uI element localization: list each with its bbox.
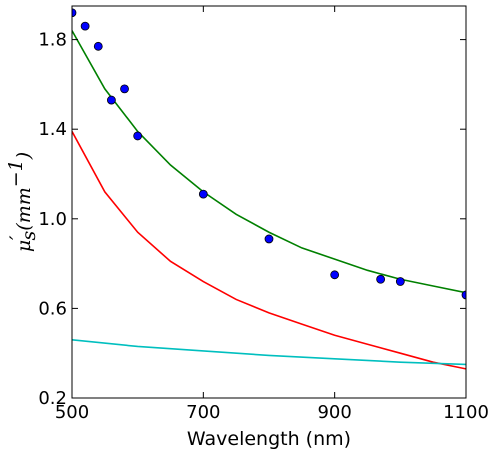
y-tick-label: 0.6	[38, 298, 67, 319]
x-tick-label: 900	[317, 402, 351, 423]
data-point	[93, 41, 103, 51]
y-tick-label: 1.4	[38, 119, 67, 140]
plot-frame	[71, 5, 467, 399]
y-axis-label: μ′s(mm−1)	[5, 152, 40, 252]
points-layer	[72, 8, 466, 300]
y-label-mu: μ	[13, 240, 35, 252]
curves-layer	[72, 30, 466, 370]
data-point	[120, 84, 129, 94]
y-label-prime: ′	[6, 235, 28, 240]
y-label-sup: −1	[5, 159, 27, 187]
data-point	[395, 277, 405, 286]
data-point	[107, 95, 116, 105]
data-point	[133, 131, 143, 141]
y-tick-label: 0.2	[38, 388, 67, 409]
data-point	[80, 21, 90, 31]
x-tick-label: 1100	[443, 402, 489, 423]
y-tick-label: 1.0	[38, 209, 67, 230]
series-2-line	[72, 131, 466, 370]
y-label-rest: (mm	[13, 187, 35, 230]
ticks-layer: 500 700 900 1100 0.2 0.6 1.0 1.4 1.8	[38, 6, 489, 423]
data-point	[376, 274, 386, 284]
x-tick-label: 700	[186, 402, 220, 423]
series-3-line	[72, 338, 466, 366]
data-point	[330, 270, 340, 280]
data-point	[72, 8, 77, 18]
data-point	[198, 189, 208, 199]
data-point	[264, 234, 274, 244]
x-tick-label: 500	[55, 402, 89, 423]
series-1-line	[72, 30, 466, 294]
x-axis-label: Wavelength (nm)	[187, 428, 351, 450]
data-point	[461, 290, 466, 300]
y-tick-label: 1.8	[38, 30, 67, 51]
y-label-close: )	[13, 152, 35, 160]
y-label-sub: s	[18, 230, 40, 240]
